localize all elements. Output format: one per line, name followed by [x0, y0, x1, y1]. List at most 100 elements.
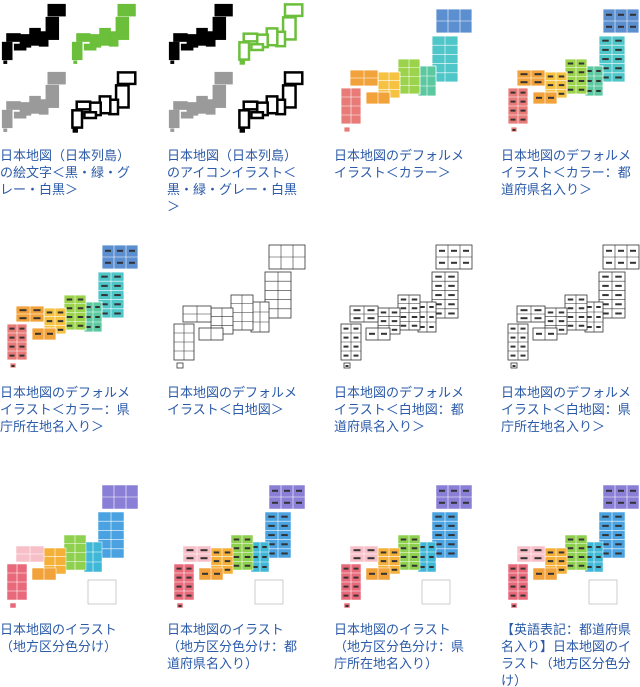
map-label	[117, 261, 123, 264]
map-label	[439, 261, 445, 264]
map-label	[451, 489, 457, 492]
map-label	[520, 576, 526, 579]
map-label	[411, 316, 418, 318]
thumbnail[interactable]	[334, 238, 479, 378]
map-label	[9, 327, 15, 330]
map-label	[578, 88, 585, 91]
thumbnail[interactable]	[501, 238, 640, 378]
caption-link[interactable]: 日本地図のデフォルメイラスト＜カラー：県庁所在地名入り＞	[0, 386, 131, 435]
map-label	[400, 547, 407, 550]
map-label	[272, 501, 278, 504]
map-region	[75, 100, 92, 111]
map-label	[33, 309, 41, 312]
map-label	[77, 307, 84, 310]
caption-link[interactable]: 日本地図（日本列島）の絵文字＜黒・緑・グレー・白黒＞	[0, 149, 131, 198]
map-label	[615, 58, 622, 61]
map-label	[343, 327, 349, 330]
map-label	[281, 524, 288, 527]
map-label	[129, 249, 135, 252]
map-label	[268, 552, 275, 555]
map-label	[281, 534, 288, 537]
map-label	[353, 317, 361, 320]
map-label	[281, 543, 288, 546]
map-label	[547, 75, 554, 78]
caption-link[interactable]: 日本地図のデフォルメイラスト＜白地図：県庁所在地名入り＞	[501, 386, 632, 435]
map-label	[200, 549, 208, 552]
map-label	[380, 311, 387, 314]
map-label	[186, 594, 192, 597]
thumbnail[interactable]	[334, 472, 479, 612]
map-label	[558, 84, 565, 87]
map-label	[510, 109, 516, 112]
map-label	[381, 572, 387, 575]
map-label	[233, 547, 240, 550]
caption-link[interactable]: 日本地図のデフォルメイラスト＜カラー：都道府県名入り＞	[501, 149, 632, 198]
map-label	[606, 501, 612, 504]
map-label	[567, 88, 574, 91]
map-label	[435, 312, 442, 315]
thumbnail[interactable]	[167, 238, 312, 378]
map-label	[520, 327, 526, 330]
map-label	[630, 25, 636, 28]
map-label	[510, 576, 516, 579]
map-label	[615, 312, 622, 315]
map-label	[602, 58, 609, 61]
caption-link[interactable]: 【英語表記：都道府県名入り】日本地図のイラスト（地方区分色分け）	[501, 623, 632, 687]
caption-link[interactable]: 日本地図のデフォルメイラスト＜白地図＞	[167, 386, 298, 418]
thumbnail[interactable]	[167, 2, 312, 142]
map-label	[176, 585, 182, 588]
map-label	[547, 311, 554, 314]
thumbnail[interactable]	[0, 2, 145, 142]
map-label	[343, 594, 349, 597]
map-region	[6, 33, 21, 42]
map-label	[114, 284, 121, 287]
map-label	[578, 316, 585, 318]
map-label	[615, 67, 622, 70]
map-label	[435, 303, 442, 306]
map-label	[587, 70, 592, 72]
map-label	[213, 560, 220, 563]
thumbnail[interactable]	[334, 2, 479, 142]
thumbnail[interactable]	[0, 472, 145, 612]
map-label	[77, 298, 84, 301]
map-label	[19, 309, 27, 312]
map-region	[3, 128, 8, 132]
map-region	[73, 60, 78, 64]
caption-link[interactable]: 日本地図のイラスト（地方区分色分け：県庁所在地名入り）	[334, 623, 465, 672]
map-label	[615, 534, 622, 537]
map-label	[353, 327, 359, 330]
thumbnail[interactable]	[0, 238, 145, 378]
map-label	[435, 284, 442, 287]
map-label	[420, 546, 425, 548]
thumbnail[interactable]	[501, 2, 640, 142]
caption-link[interactable]: 日本地図のデフォルメイラスト＜カラー＞	[334, 149, 465, 181]
map-label	[439, 501, 445, 504]
map-region	[212, 84, 227, 108]
map-label	[343, 585, 349, 588]
map-label	[520, 309, 528, 312]
map-label	[66, 307, 73, 310]
map-label	[520, 557, 528, 560]
map-label	[578, 62, 585, 65]
caption-link[interactable]: 日本地図のデフォルメイラスト＜白地図：都道府県名入り＞	[334, 386, 465, 435]
map-label	[429, 306, 434, 308]
map-label	[262, 546, 267, 548]
thumbnail[interactable]	[167, 472, 312, 612]
map-label	[117, 249, 123, 252]
map-label	[520, 109, 526, 112]
map-label	[95, 326, 100, 328]
map-label	[587, 326, 592, 328]
map-label	[630, 501, 636, 504]
map-label	[105, 261, 111, 264]
caption-link[interactable]: 日本地図（日本列島）のアイコンイラスト＜黒・緑・グレー・白黒＞	[167, 149, 298, 215]
map-label	[343, 567, 349, 570]
map-label	[558, 75, 565, 78]
map-region	[238, 41, 251, 61]
map-label	[86, 316, 91, 318]
map-label	[615, 76, 622, 79]
map-label	[618, 249, 624, 252]
map-label	[606, 25, 612, 28]
thumbnail[interactable]	[501, 472, 640, 612]
caption-link[interactable]: 日本地図のイラスト（地方区分色分け：都道府県名入り）	[167, 623, 298, 672]
caption-link[interactable]: 日本地図のイラスト（地方区分色分け）	[0, 623, 118, 655]
